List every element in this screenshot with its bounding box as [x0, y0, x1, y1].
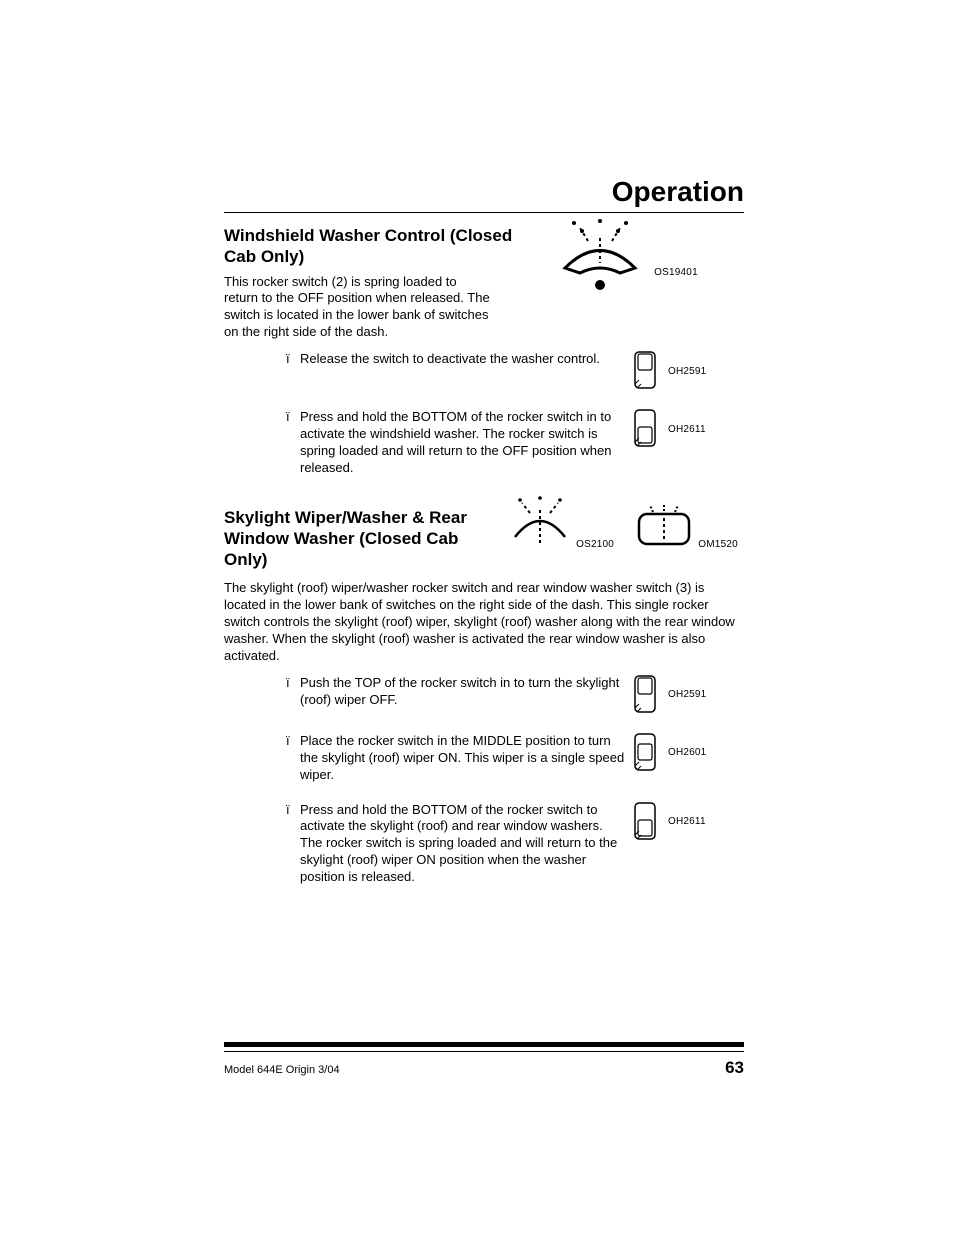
fig-code: OH2591 — [668, 689, 706, 700]
section1-header-row: Windshield Washer Control (Closed Cab On… — [224, 213, 744, 341]
rocker-down-icon — [634, 802, 658, 842]
bullet-row: ï Release the switch to deactivate the w… — [286, 351, 744, 391]
bullet-char: ï — [286, 802, 300, 817]
bullet-text: Press and hold the BOTTOM of the rocker … — [300, 802, 634, 886]
footer-model: Model 644E Origin 3/04 — [224, 1064, 340, 1076]
bullet-row: ï Place the rocker switch in the MIDDLE … — [286, 733, 744, 784]
section2-title: Skylight Wiper/Washer & Rear Window Wash… — [224, 507, 504, 571]
page-number: 63 — [725, 1058, 744, 1078]
fig-code: OH2611 — [668, 816, 706, 827]
section2-intro: The skylight (roof) wiper/washer rocker … — [224, 580, 744, 664]
bullet-row: ï Push the TOP of the rocker switch in t… — [286, 675, 744, 715]
rocker-mid-icon — [634, 733, 658, 773]
rear-window-icon — [636, 502, 694, 550]
bullet-char: ï — [286, 733, 300, 748]
fig-code: OH2591 — [668, 366, 706, 377]
bullet-row: ï Press and hold the BOTTOM of the rocke… — [286, 409, 744, 477]
rocker-up-icon — [634, 675, 658, 715]
bullet-row: ï Press and hold the BOTTOM of the rocke… — [286, 802, 744, 886]
bullet-char: ï — [286, 675, 300, 690]
fig-code: OM1520 — [698, 539, 738, 550]
page-footer: Model 644E Origin 3/04 63 — [224, 1042, 744, 1078]
fig-code: OS19401 — [654, 267, 698, 278]
fig-code: OH2611 — [668, 424, 706, 435]
section1-title: Windshield Washer Control (Closed Cab On… — [224, 225, 514, 268]
bullet-text: Press and hold the BOTTOM of the rocker … — [300, 409, 634, 477]
washer-icon — [560, 213, 650, 298]
section2-header-row: Skylight Wiper/Washer & Rear Window Wash… — [224, 495, 744, 577]
fig-code: OS2100 — [576, 539, 614, 550]
page-content: Operation Windshield Washer Control (Clo… — [224, 176, 744, 904]
rule-thick — [224, 1042, 744, 1047]
rocker-up-icon — [634, 351, 658, 391]
bullet-char: ï — [286, 351, 300, 366]
rocker-down-icon — [634, 409, 658, 449]
rule-thin — [224, 1051, 744, 1052]
fig-code: OH2601 — [668, 747, 706, 758]
bullet-text: Place the rocker switch in the MIDDLE po… — [300, 733, 634, 784]
bullet-text: Release the switch to deactivate the was… — [300, 351, 634, 368]
chapter-title: Operation — [224, 176, 744, 208]
bullet-char: ï — [286, 409, 300, 424]
bullet-text: Push the TOP of the rocker switch in to … — [300, 675, 634, 709]
section1-intro: This rocker switch (2) is spring loaded … — [224, 274, 494, 342]
washer-small-icon — [510, 495, 572, 550]
